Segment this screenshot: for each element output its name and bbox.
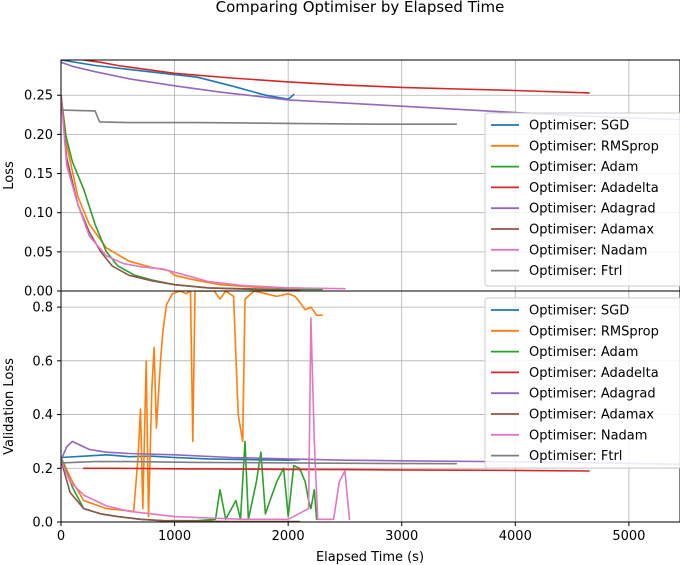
- y-axis-label: Validation Loss: [2, 358, 17, 455]
- x-tick-label: 2000: [272, 529, 305, 544]
- legend-box: [484, 112, 680, 287]
- legend-label: Optimiser: Adadelta: [529, 181, 659, 196]
- y-tick-label: 0.05: [24, 245, 53, 260]
- legend-label: Optimiser: RMSprop: [529, 139, 659, 154]
- series-group: [61, 291, 680, 522]
- series-line: [61, 109, 458, 125]
- legend: Optimiser: SGD Optimiser: RMSprop Optimise…: [484, 297, 680, 469]
- y-tick-label: 0.20: [24, 128, 53, 143]
- x-axis-label: Elapsed Time (s): [316, 550, 424, 565]
- x-tick-label: 0: [57, 529, 65, 544]
- x-tick-label: 1000: [158, 529, 191, 544]
- x-tick-label: 5000: [612, 529, 645, 544]
- legend-label: Optimiser: Adam: [529, 345, 638, 360]
- y-tick-label: 0.6: [32, 354, 53, 369]
- y-tick-label: 0.25: [24, 89, 53, 104]
- legend-label: Optimiser: Adagrad: [529, 387, 656, 402]
- y-tick-label: 0.8: [32, 301, 53, 316]
- series-line: [61, 460, 458, 465]
- legend-label: Optimiser: SGD: [529, 304, 629, 319]
- series-line: [61, 94, 346, 290]
- legend-label: Optimiser: RMSprop: [529, 324, 659, 339]
- legend-label: Optimiser: Adadelta: [529, 366, 659, 381]
- y-tick-label: 0.10: [24, 206, 53, 221]
- loss-panel: 0.00 0.05 0.10 0.15 0.20 0.25 Loss Optimiser: S…: [2, 59, 680, 300]
- series-line: [61, 317, 351, 521]
- chart-title: Comparing Optimiser by Elapsed Time: [216, 0, 505, 16]
- legend-label: Optimiser: SGD: [529, 119, 629, 134]
- x-tick-label: 4000: [499, 529, 532, 544]
- legend-box: [484, 297, 680, 469]
- series-line: [61, 454, 301, 461]
- series-line: [61, 440, 318, 522]
- y-tick-label: 0.15: [24, 167, 53, 182]
- legend: Optimiser: SGD Optimiser: RMSprop Optimise…: [484, 112, 680, 287]
- series-line: [82, 467, 590, 472]
- y-tick-label: 0.2: [32, 462, 53, 477]
- y-tick-label: 0.0: [32, 516, 53, 531]
- series-line: [61, 291, 323, 518]
- legend-label: Optimiser: Ftrl: [529, 449, 622, 464]
- series-line: [61, 94, 301, 291]
- legend-label: Optimiser: Adamax: [529, 223, 654, 238]
- series-line: [82, 60, 590, 94]
- series-line: [61, 94, 323, 291]
- y-tick-label: 0.4: [32, 408, 53, 423]
- legend-label: Optimiser: Adagrad: [529, 202, 656, 217]
- legend-label: Optimiser: Ftrl: [529, 264, 622, 279]
- legend-label: Optimiser: Nadam: [529, 243, 647, 258]
- series-line: [61, 60, 295, 100]
- plot-frame: [60, 290, 680, 523]
- legend-label: Optimiser: Adam: [529, 160, 638, 175]
- legend-label: Optimiser: Nadam: [529, 428, 647, 443]
- x-tick-label: 3000: [385, 529, 418, 544]
- series-line: [61, 94, 323, 290]
- y-axis-label: Loss: [2, 161, 17, 190]
- y-tick-label: 0.00: [24, 285, 53, 300]
- legend-label: Optimiser: Adamax: [529, 408, 654, 423]
- validation-loss-panel: 0 1000 2000 3000 4000 5000 0.0 0.2 0.4 0.6 0.8 Vali…: [2, 290, 680, 544]
